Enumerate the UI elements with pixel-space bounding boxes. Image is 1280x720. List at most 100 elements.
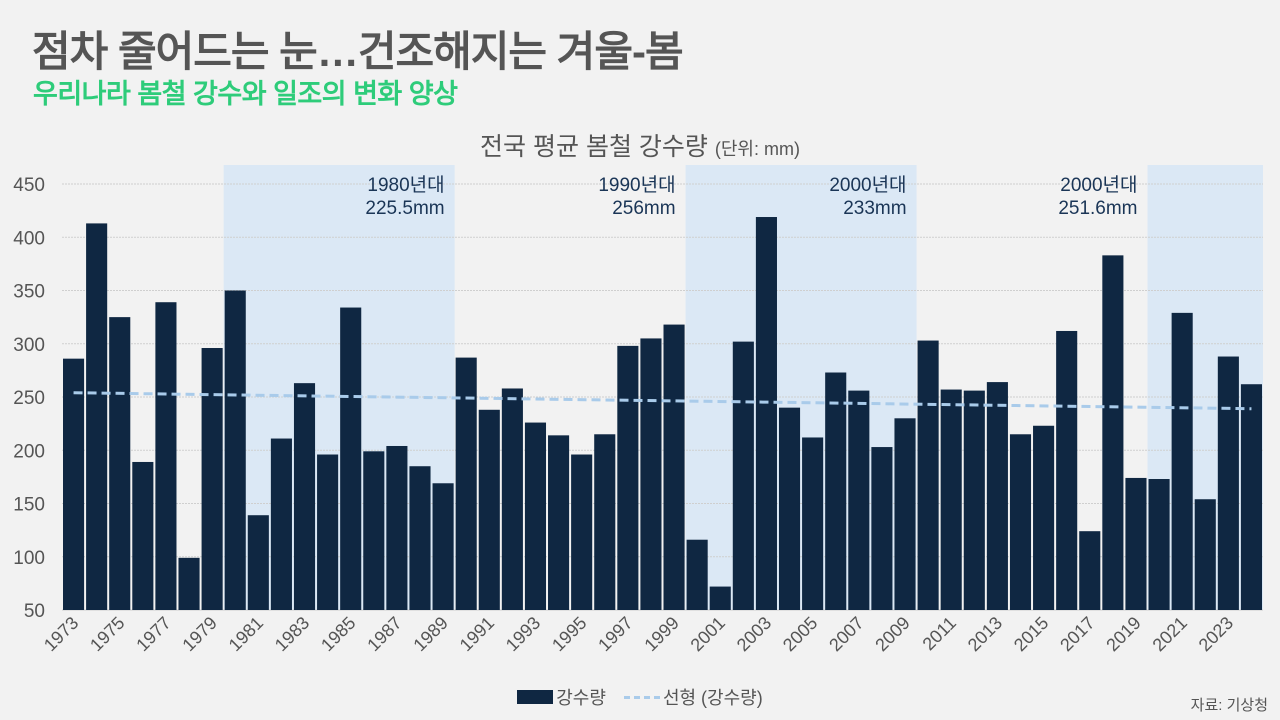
bar-2007 (848, 390, 870, 610)
bar-2006 (825, 372, 847, 610)
y-tick-label: 300 (13, 335, 45, 356)
x-tick-label: 2015 (1010, 613, 1052, 655)
trend-line (73, 391, 1252, 411)
bar-1980 (224, 290, 246, 610)
legend-label-rainfall: 강수량 (556, 688, 606, 708)
bar-1996 (594, 434, 616, 610)
x-tick-label: 1987 (363, 613, 405, 655)
bar-1997 (617, 345, 639, 610)
x-tick-label: 1999 (640, 613, 682, 655)
y-tick-label: 100 (13, 548, 45, 569)
bar-1989 (432, 483, 454, 610)
decade-annotation-label: 2000년대 (1060, 174, 1137, 196)
x-tick-label: 2011 (919, 613, 961, 655)
x-tick-label: 1981 (225, 613, 267, 655)
x-tick-label: 2007 (825, 613, 867, 655)
x-tick-label: 1993 (502, 613, 544, 655)
y-tick-label: 350 (13, 282, 45, 303)
bar-1984 (317, 454, 339, 610)
x-tick-label: 1973 (40, 613, 82, 655)
x-tick-label: 2021 (1149, 613, 1191, 655)
x-tick-label: 1975 (86, 613, 128, 655)
chart-legend: 강수량 선형 (강수량) (0, 684, 1280, 710)
bar-1991 (478, 409, 500, 610)
chart-unit: (단위: mm) (714, 139, 800, 159)
x-tick-label: 2019 (1102, 613, 1144, 655)
bar-2023 (1217, 356, 1239, 610)
bar-1994 (548, 435, 570, 610)
bar-2014 (1009, 434, 1032, 610)
bar-2019 (1125, 477, 1147, 610)
bar-2020 (1148, 479, 1170, 610)
x-tick-label: 1977 (132, 613, 174, 655)
bar-2022 (1194, 499, 1216, 610)
y-tick-label: 50 (24, 601, 45, 622)
page-subtitle: 우리나라 봄철 강수와 일조의 변화 양상 (33, 79, 458, 109)
decade-annotation-value: 225.5mm (365, 198, 444, 219)
bar-1998 (640, 338, 662, 610)
x-tick-label: 2005 (779, 613, 821, 655)
decade-annotation-label: 1990년대 (598, 174, 675, 196)
bar-2011 (940, 389, 962, 610)
x-tick-label: 1989 (409, 613, 451, 655)
y-tick-label: 200 (13, 441, 45, 462)
bar-1986 (363, 451, 385, 610)
source-note: 자료: 기상청 (1190, 697, 1268, 714)
bar-1975 (109, 317, 131, 610)
bar-1977 (155, 302, 177, 610)
x-tick-label: 2009 (871, 613, 913, 655)
x-tick-label: 2023 (1195, 613, 1237, 655)
bar-2024 (1240, 384, 1262, 610)
bar-1982 (270, 438, 292, 610)
bar-1973 (63, 358, 85, 610)
bar-2000 (686, 539, 708, 610)
y-tick-label: 150 (13, 495, 45, 516)
bar-2004 (778, 407, 801, 610)
bar-1983 (293, 383, 316, 610)
bar-1995 (571, 454, 593, 610)
bar-2015 (1033, 425, 1055, 610)
bar-1985 (340, 307, 362, 610)
decade-annotation-label: 1980년대 (367, 174, 444, 196)
bar-1990 (455, 357, 477, 610)
bar-1987 (386, 445, 408, 610)
bar-2018 (1102, 255, 1124, 611)
x-tick-label: 2017 (1056, 613, 1098, 655)
y-tick-label: 250 (13, 388, 45, 409)
decade-annotation-value: 233mm (843, 198, 906, 219)
bar-2003 (755, 217, 777, 610)
bar-1992 (501, 388, 523, 610)
x-tick-label: 1979 (178, 613, 220, 655)
bar-1999 (663, 324, 685, 610)
bar-2008 (871, 447, 893, 610)
bar-2017 (1079, 531, 1101, 610)
bar-1978 (178, 557, 200, 610)
legend-line-swatch (623, 695, 660, 699)
bar-2013 (986, 382, 1008, 610)
bar-2009 (894, 418, 916, 610)
x-tick-label: 1997 (594, 613, 636, 655)
x-tick-label: 1985 (317, 613, 359, 655)
bar-2012 (963, 390, 985, 610)
y-tick-label: 450 (13, 175, 45, 196)
x-tick-label: 2003 (733, 613, 775, 655)
bar-2002 (732, 341, 754, 610)
decade-annotation-label: 2000년대 (829, 174, 906, 196)
bar-2010 (917, 340, 939, 610)
x-tick-label: 1983 (271, 613, 313, 655)
legend-label-trend: 선형 (강수량) (662, 688, 763, 708)
bar-1988 (409, 466, 431, 610)
page-title: 점차 줄어드는 눈…건조해지는 겨울-봄 (32, 28, 684, 75)
bar-1979 (201, 348, 223, 610)
x-tick-label: 1991 (456, 613, 498, 655)
bar-1993 (524, 422, 547, 610)
chart-title-text: 전국 평균 봄철 강수량 (480, 133, 708, 161)
x-tick-label: 1995 (548, 613, 590, 655)
decade-annotation-value: 251.6mm (1058, 198, 1137, 219)
bar-2005 (802, 437, 824, 610)
legend-item-rainfall: 강수량 (517, 684, 606, 710)
decade-annotation-value: 256mm (612, 198, 675, 219)
chart-title: 전국 평균 봄철 강수량 (단위: mm) (0, 127, 1280, 163)
y-tick-label: 400 (13, 228, 45, 249)
